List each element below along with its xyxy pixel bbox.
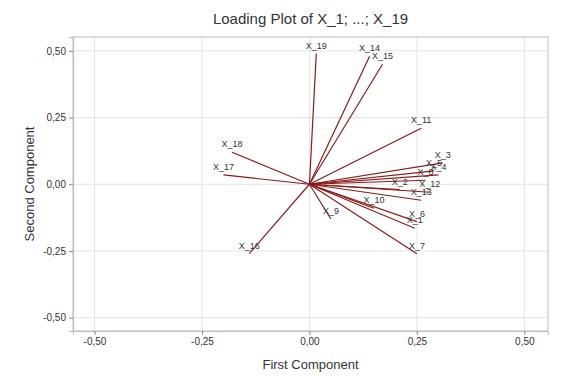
tick: 0,50 [47, 46, 73, 57]
vector-label: X_7 [409, 241, 425, 251]
axis-line [74, 332, 549, 336]
tick-mark [69, 318, 73, 319]
loading-vector [309, 64, 382, 184]
x-axis: -0,50 -0,25 0,00 0,25 0,50 [74, 331, 549, 347]
loading-vector [309, 54, 316, 185]
tick-mark [417, 331, 418, 335]
loading-vector [223, 175, 309, 184]
tick-mark [69, 184, 73, 185]
tick-mark [94, 331, 95, 335]
tick: 0,25 [47, 112, 73, 123]
vector-labels: X_1X_2X_3X_4X_5X_6X_7X_8X_9X_10X_11X_12X… [213, 41, 451, 251]
loading-vector [309, 171, 434, 184]
vector-label: X_10 [363, 195, 384, 205]
tick: -0,50 [43, 312, 73, 323]
loading-vector [232, 152, 309, 184]
tick-mark [524, 331, 525, 335]
vectors [223, 54, 442, 254]
grid-line [73, 117, 548, 118]
vector-label: X_16 [239, 241, 260, 251]
tick-mark [69, 118, 73, 119]
tick-label: 0,00 [300, 336, 320, 347]
tick-label: 0,25 [47, 112, 67, 123]
vector-label: X_17 [213, 162, 234, 172]
tick: -0,25 [43, 246, 73, 257]
title: Loading Plot of X_1; ...; X_19 [213, 10, 408, 27]
vector-label: X_6 [409, 209, 425, 219]
tick-label: -0,50 [84, 336, 107, 347]
loading-vector [309, 180, 425, 184]
grid-line [73, 317, 548, 318]
tick-label: -0,50 [43, 312, 66, 323]
loading-vector [309, 184, 414, 228]
x-axis-title: First Component [262, 357, 358, 372]
tick-label: 0,50 [47, 46, 67, 57]
tick-label: -0,25 [191, 336, 214, 347]
tick-label: -0,25 [43, 246, 66, 257]
tick-label: 0,25 [408, 336, 428, 347]
tick: -0,50 [84, 331, 107, 347]
tick-label: 0,50 [515, 336, 535, 347]
tick-mark [309, 331, 310, 335]
y-axis-title: Second Component [22, 126, 37, 241]
vector-label: X_11 [411, 115, 431, 125]
tick-mark [69, 251, 73, 252]
tick: 0,50 [515, 331, 535, 347]
y-axis: -0,50 -0,25 0,00 0,25 0,50 [43, 38, 73, 332]
vector-label: X_15 [372, 51, 393, 61]
vector-label: X_19 [306, 41, 327, 51]
grid-line [73, 250, 548, 251]
vector-label: X_2 [392, 177, 408, 187]
tick-mark [202, 331, 203, 335]
vector-label: X_8 [417, 167, 433, 177]
plot: -0,50 -0,25 0,00 0,25 0,50 -0,50 -0,25 0,00 0,25… [43, 37, 548, 347]
plot-frame [73, 37, 548, 331]
tick: 0,25 [408, 331, 428, 347]
grid [73, 37, 548, 331]
tick: 0,00 [47, 179, 73, 190]
tick-mark [69, 51, 73, 52]
tick-label: 0,00 [47, 179, 67, 190]
vector-label: X_18 [222, 139, 243, 149]
tick: -0,25 [191, 331, 214, 347]
axis-line [69, 38, 74, 332]
vector-label: X_9 [323, 206, 339, 216]
loading-vector [309, 56, 369, 184]
vector-label: X_13 [411, 187, 432, 197]
loading-vector [309, 184, 416, 253]
tick: 0,00 [300, 331, 320, 347]
chart: -0,50 -0,25 0,00 0,25 0,50 -0,50 -0,25 0,00 0,25… [0, 0, 576, 384]
